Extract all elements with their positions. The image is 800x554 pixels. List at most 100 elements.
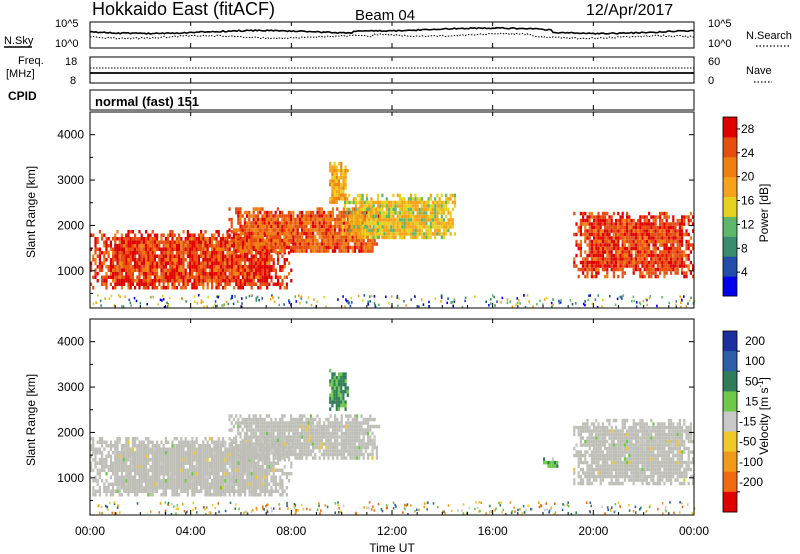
power-cell — [619, 253, 622, 258]
power-cell — [645, 246, 648, 251]
power-cell — [180, 265, 183, 269]
velocity-cell — [204, 461, 207, 465]
velocity-cell — [197, 458, 200, 462]
power-cell — [149, 258, 152, 262]
power-cell — [619, 225, 622, 230]
velocity-cell — [184, 475, 187, 479]
velocity-cell — [191, 482, 194, 486]
power-cell — [323, 242, 326, 246]
power-cell — [692, 274, 695, 279]
power-cell — [423, 211, 426, 215]
power-cell — [590, 271, 593, 275]
power-cell — [309, 245, 312, 250]
velocity-cell — [230, 428, 233, 432]
velocity-cell — [248, 493, 251, 497]
power-cell — [643, 250, 646, 254]
power-speckle — [518, 299, 520, 302]
velocity-cell — [193, 475, 196, 479]
power-cell — [112, 251, 115, 255]
power-cell — [239, 238, 242, 243]
power-cell — [634, 257, 637, 261]
power-cell — [298, 245, 301, 250]
power-cell — [173, 279, 176, 283]
power-cell — [200, 247, 203, 251]
power-cell — [92, 233, 95, 237]
velocity-cell — [156, 461, 159, 465]
power-cell — [233, 244, 236, 248]
power-cell — [365, 207, 369, 212]
power-cell — [394, 207, 397, 212]
power-cell — [350, 225, 353, 229]
power-cell — [153, 254, 156, 258]
power-cell — [360, 245, 363, 250]
power-cell — [650, 264, 653, 268]
power-cell — [261, 235, 264, 239]
power-cell — [599, 236, 602, 240]
velocity-cell — [233, 468, 236, 472]
power-cell — [197, 237, 200, 241]
velocity-cell — [213, 468, 216, 472]
power-speckle — [133, 296, 136, 300]
power-cell — [387, 214, 391, 219]
power-cell — [232, 235, 235, 239]
power-cell — [650, 250, 653, 254]
velocity-cell — [252, 421, 255, 425]
velocity-cell — [105, 461, 108, 465]
power-cell — [610, 218, 613, 223]
power-cell — [670, 264, 673, 268]
power-cell — [298, 210, 301, 215]
velocity-cell — [222, 451, 225, 455]
velocity-cell — [257, 435, 260, 439]
power-cell — [674, 246, 677, 251]
power-cell — [619, 264, 622, 268]
power-cell — [409, 211, 413, 215]
power-cell — [252, 224, 255, 229]
power-cell — [153, 258, 156, 262]
velocity-cell — [246, 442, 249, 446]
power-cell — [180, 244, 183, 248]
power-cell — [219, 251, 222, 255]
power-cell — [138, 268, 141, 272]
velocity-cell — [125, 479, 128, 483]
velocity-cell — [270, 479, 273, 483]
power-cell — [129, 268, 132, 272]
power-speckle — [374, 304, 376, 307]
power-cell — [398, 235, 402, 240]
power-cell — [401, 235, 404, 240]
power-cell — [381, 221, 384, 226]
power-cell — [171, 233, 174, 237]
power-cell — [279, 231, 282, 236]
power-cell — [383, 235, 386, 240]
power-cell — [353, 238, 356, 243]
velocity-cell — [114, 451, 117, 455]
power-cell — [248, 268, 251, 272]
power-cell — [274, 275, 277, 279]
velocity-cell — [167, 440, 170, 444]
velocity-cell — [153, 458, 156, 462]
velocity-cell — [226, 482, 229, 486]
power-cell — [634, 243, 637, 247]
power-cell — [403, 232, 406, 236]
power-cell — [149, 268, 152, 272]
power-cell — [361, 207, 364, 212]
power-cell — [341, 232, 344, 236]
power-cell — [626, 264, 629, 268]
power-cell — [599, 222, 602, 226]
power-cell — [164, 265, 167, 269]
power-cell — [136, 251, 139, 255]
velocity-cell — [158, 472, 161, 476]
power-cell — [164, 247, 167, 251]
power-cell — [396, 211, 399, 215]
power-cell — [257, 214, 260, 218]
velocity-cell — [246, 461, 249, 465]
power-cell — [438, 228, 441, 233]
power-cell — [151, 282, 154, 286]
power-cell — [239, 228, 242, 232]
power-cell — [597, 250, 600, 254]
power-cell — [109, 265, 112, 269]
power-cell — [595, 225, 598, 230]
power-cell — [318, 242, 321, 246]
power-cell — [259, 235, 262, 239]
power-cell — [387, 235, 391, 240]
velocity-cell — [233, 486, 236, 490]
